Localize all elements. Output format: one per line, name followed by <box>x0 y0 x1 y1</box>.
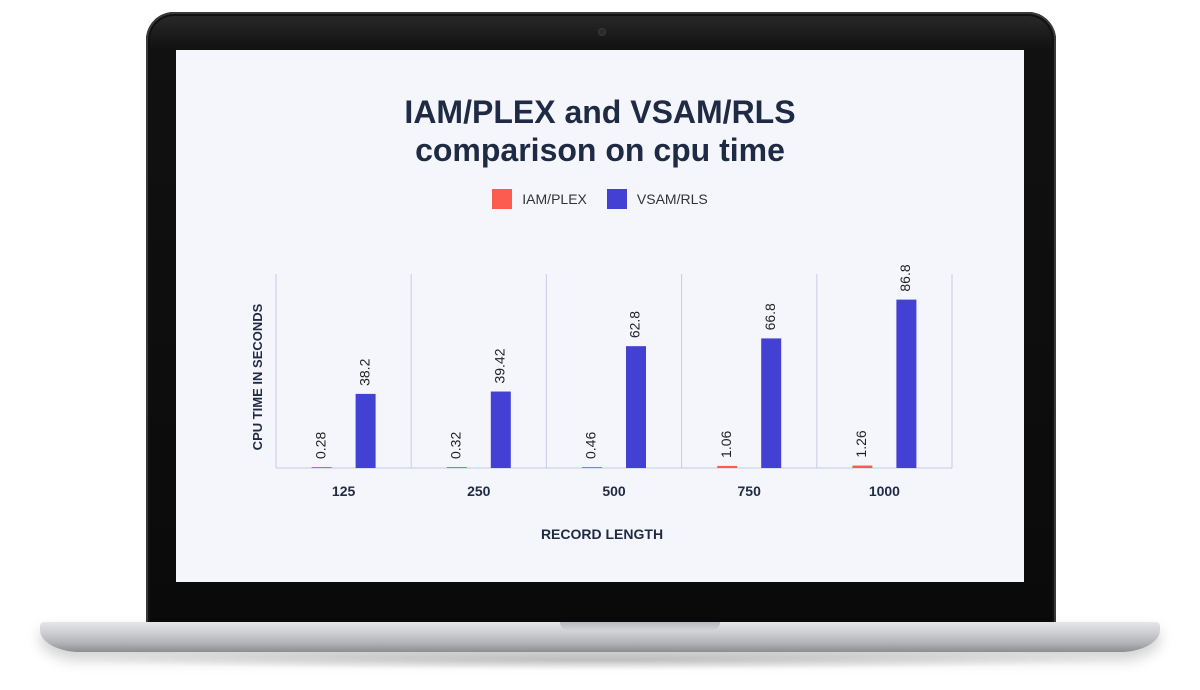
legend-item-vsam-rls: VSAM/RLS <box>606 189 708 209</box>
laptop-base-notch <box>560 622 720 631</box>
legend-swatch-iam-plex <box>492 189 513 209</box>
legend-label-iam-plex: IAM/PLEX <box>522 191 587 207</box>
legend-label-vsam-rls: VSAM/RLS <box>636 191 708 207</box>
legend-swatch-vsam-rls <box>606 189 627 209</box>
bar-iam-plex-1000 <box>852 465 873 468</box>
chart-title-line-2: comparison on cpu time <box>415 132 785 168</box>
chart-title-line-1: IAM/PLEX and VSAM/RLS <box>404 94 796 130</box>
data-label-iam-plex-750: 1.06 <box>718 430 734 457</box>
bar-vsam-rls-250 <box>490 391 511 468</box>
bar-vsam-rls-500 <box>626 346 646 468</box>
data-label-vsam-rls-250: 39.42 <box>492 348 508 383</box>
x-tick-label-250: 250 <box>467 483 491 499</box>
data-label-vsam-rls-125: 38.2 <box>356 358 372 385</box>
chart-legend: IAM/PLEX VSAM/RLS <box>176 189 1024 209</box>
bar-vsam-rls-125 <box>355 393 376 468</box>
y-axis-label: CPU TIME IN SECONDS <box>250 303 265 450</box>
bar-iam-plex-250 <box>446 467 467 468</box>
laptop-base <box>40 622 1160 652</box>
bar-vsam-rls-750 <box>761 338 782 468</box>
data-label-iam-plex-250: 0.32 <box>448 432 464 459</box>
data-label-iam-plex-1000: 1.26 <box>853 430 869 457</box>
data-label-vsam-rls-750: 66.8 <box>762 303 778 330</box>
bar-vsam-rls-1000 <box>896 299 917 468</box>
data-label-iam-plex-500: 0.46 <box>583 432 599 459</box>
bar-iam-plex-750 <box>717 465 738 468</box>
x-tick-label-125: 125 <box>332 483 356 499</box>
x-tick-label-750: 750 <box>738 483 762 499</box>
legend-item-iam-plex: IAM/PLEX <box>492 189 587 209</box>
data-label-vsam-rls-1000: 86.8 <box>897 264 913 291</box>
bar-iam-plex-125 <box>311 467 332 468</box>
x-axis-label: RECORD LENGTH <box>541 526 663 542</box>
laptop-screen: IAM/PLEX and VSAM/RLS comparison on cpu … <box>176 50 1024 582</box>
x-tick-label-500: 500 <box>602 483 626 499</box>
camera-icon <box>598 28 606 36</box>
chart-marks: 0.28 38.2 125 0.32 39.42 250 0.46 62.8 500 1.06 66… <box>275 264 953 499</box>
bar-chart: CPU TIME IN SECONDS RECORD LENGTH 0.28 38… <box>250 264 953 542</box>
bar-iam-plex-500 <box>582 467 602 468</box>
data-label-vsam-rls-500: 62.8 <box>627 311 643 338</box>
data-label-iam-plex-125: 0.28 <box>312 432 328 459</box>
laptop-shadow <box>70 650 1130 670</box>
x-tick-label-1000: 1000 <box>869 483 900 499</box>
